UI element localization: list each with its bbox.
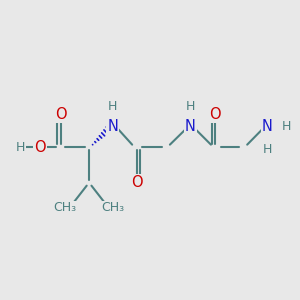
Text: H: H (16, 140, 26, 154)
Text: O: O (55, 107, 67, 122)
Text: H: H (185, 100, 195, 113)
Text: H: H (263, 143, 272, 156)
Text: H: H (108, 100, 118, 113)
Text: N: N (262, 119, 273, 134)
Text: N: N (185, 119, 196, 134)
Text: O: O (131, 175, 142, 190)
Text: H: H (282, 120, 291, 133)
Text: CH₃: CH₃ (101, 202, 124, 214)
Text: N: N (107, 119, 118, 134)
Text: O: O (34, 140, 46, 154)
Text: CH₃: CH₃ (54, 202, 77, 214)
Text: O: O (210, 107, 221, 122)
